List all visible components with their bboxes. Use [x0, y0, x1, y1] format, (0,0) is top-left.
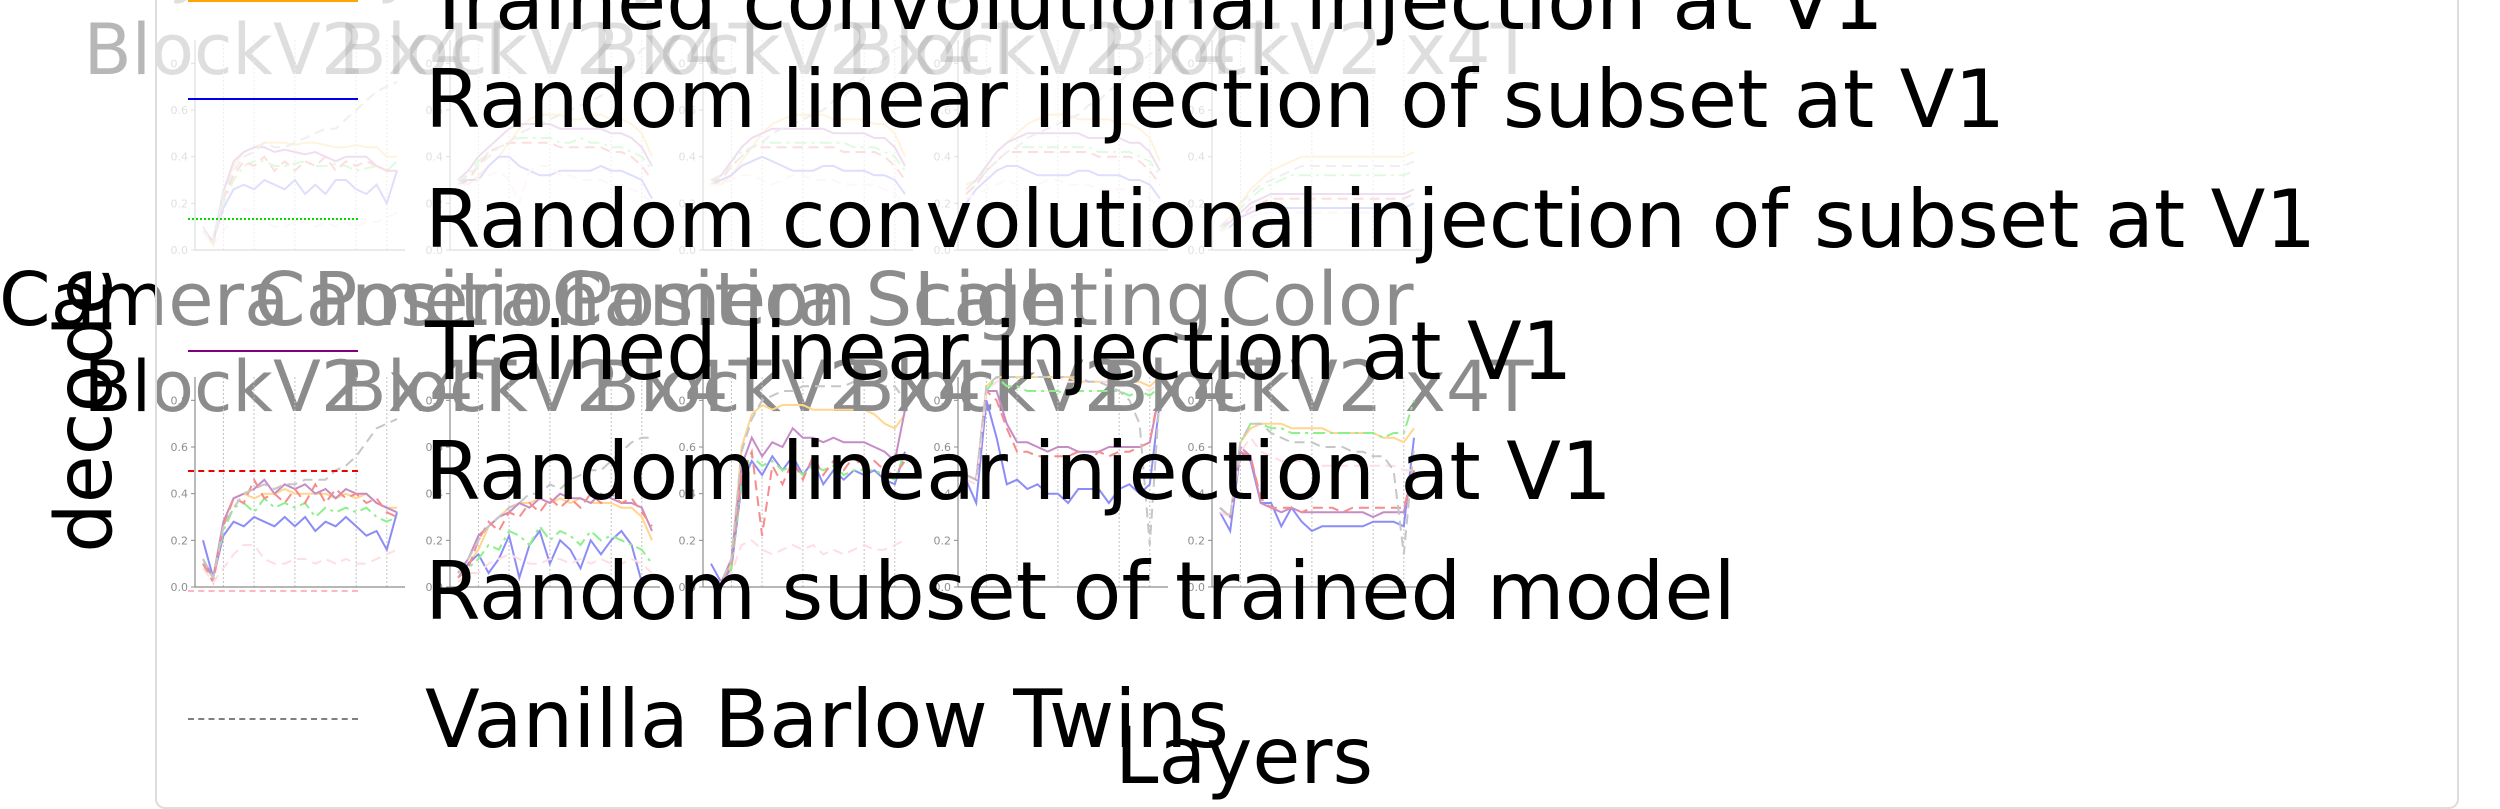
- legend-entry: Random linear injection at V1: [180, 432, 2480, 512]
- legend-swatch: [188, 470, 358, 472]
- legend-label: Trained convolutional injection at V1: [425, 0, 1884, 48]
- legend-entry: Random subset of trained model: [180, 552, 2480, 632]
- legend-label: Random subset of trained model: [425, 545, 1736, 638]
- y-axis-label-wrap: decode: [40, 240, 130, 580]
- legend-entry: Vanilla Barlow Twins: [180, 680, 2480, 760]
- legend-label: Random convolutional injection of subset…: [425, 173, 2317, 266]
- legend-swatch: [188, 590, 358, 592]
- legend-entry: Random linear injection of subset at V1: [180, 60, 2480, 140]
- legend-label: Random linear injection at V1: [425, 425, 1612, 518]
- legend-entry: Random convolutional injection of subset…: [180, 180, 2480, 260]
- legend-entry: Trained linear injection at V1: [180, 312, 2480, 392]
- legend-label: Vanilla Barlow Twins: [425, 673, 1229, 766]
- legend-entry: Trained convolutional injection at V1: [180, 0, 2480, 42]
- legend-swatch: [188, 350, 358, 352]
- legend-swatch: [188, 218, 358, 220]
- legend-box: [155, 0, 2459, 809]
- legend-swatch: [188, 98, 358, 100]
- x-axis-label: Layers: [1115, 712, 1374, 802]
- y-axis-label: decode: [40, 267, 130, 553]
- legend-swatch: [188, 0, 358, 2]
- legend-label: Random linear injection of subset at V1: [425, 53, 2006, 146]
- legend-label: Trained linear injection at V1: [425, 305, 1573, 398]
- legend-swatch: [188, 718, 358, 720]
